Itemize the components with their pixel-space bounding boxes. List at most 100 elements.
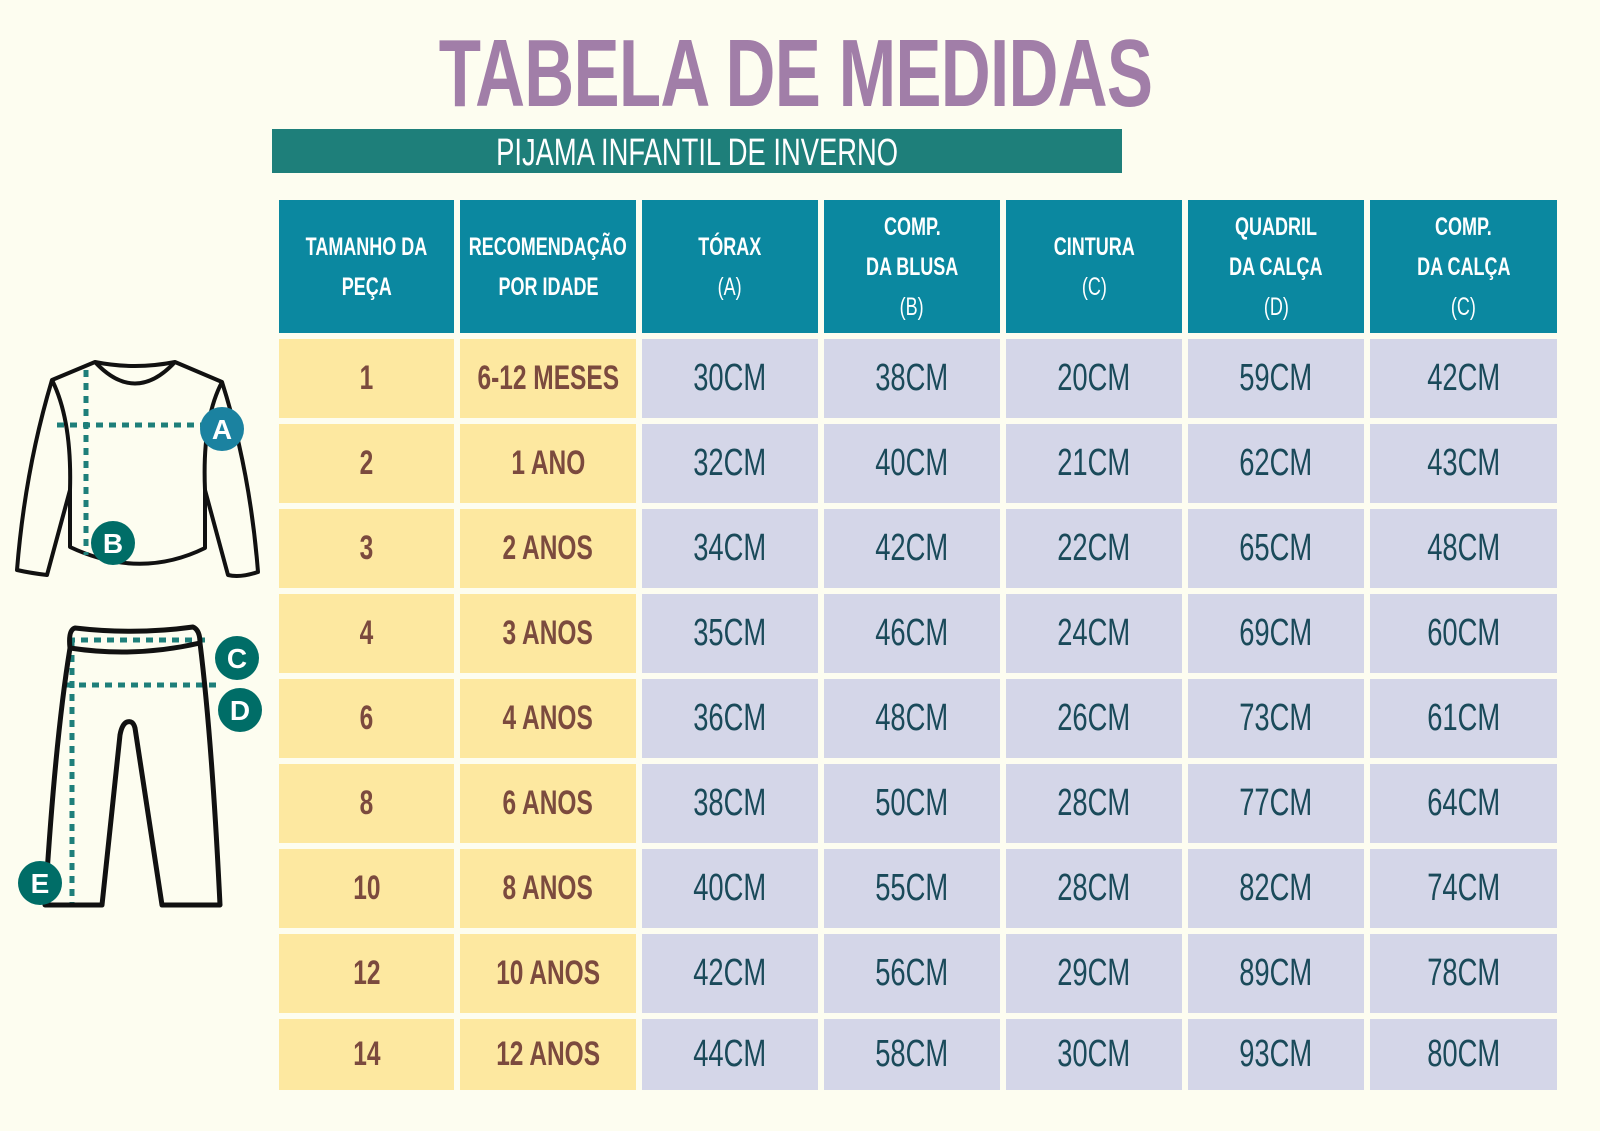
- size-cell: 10: [279, 849, 454, 928]
- cell-text: 38CM: [693, 782, 767, 824]
- measurement-cell: 78CM: [1370, 934, 1557, 1013]
- cell-text: 12: [352, 954, 381, 992]
- cell-text: 10 ANOS: [496, 954, 600, 992]
- cell-text: 42CM: [693, 952, 767, 994]
- age-cell: 3 ANOS: [460, 594, 636, 673]
- cell-text: 30CM: [1057, 1033, 1131, 1075]
- size-cell: 4: [279, 594, 454, 673]
- size-cell: 6: [279, 679, 454, 758]
- label-d-badge: D: [218, 688, 262, 732]
- measurement-cell: 36CM: [642, 679, 818, 758]
- cell-text: 93CM: [1239, 1033, 1313, 1075]
- measurement-cell: 43CM: [1370, 424, 1557, 503]
- measurement-cell: 38CM: [824, 339, 1000, 418]
- cell-text: 60CM: [1427, 612, 1500, 654]
- header-line: POR IDADE: [497, 272, 599, 301]
- measurement-cell: 38CM: [642, 764, 818, 843]
- measurement-cell: 24CM: [1006, 594, 1182, 673]
- header-line: (B): [899, 292, 924, 321]
- cell-text: 26CM: [1057, 697, 1131, 739]
- measurement-cell: 26CM: [1006, 679, 1182, 758]
- title-text: TABELA DE MEDIDAS: [438, 20, 1153, 127]
- cell-text: 2 ANOS: [502, 529, 594, 567]
- size-cell: 12: [279, 934, 454, 1013]
- measurement-cell: 64CM: [1370, 764, 1557, 843]
- measurement-cell: 20CM: [1006, 339, 1182, 418]
- header-line: (D): [1263, 292, 1289, 321]
- measurement-cell: 34CM: [642, 509, 818, 588]
- cell-text: 73CM: [1239, 697, 1313, 739]
- cell-text: 2: [359, 444, 374, 482]
- measurement-cell: 42CM: [642, 934, 818, 1013]
- measurement-cell: 61CM: [1370, 679, 1557, 758]
- age-cell: 4 ANOS: [460, 679, 636, 758]
- age-cell: 12 ANOS: [460, 1019, 636, 1090]
- cell-text: 3 ANOS: [502, 614, 594, 652]
- svg-text:D: D: [230, 695, 250, 726]
- page-title: TABELA DE MEDIDAS: [300, 22, 1153, 126]
- measurement-cell: 48CM: [824, 679, 1000, 758]
- measurement-cell: 42CM: [1370, 339, 1557, 418]
- measurement-cell: 77CM: [1188, 764, 1364, 843]
- measurement-cell: 35CM: [642, 594, 818, 673]
- size-table: TAMANHO DA PEÇA RECOMENDAÇÃO POR IDADE TÓRAX…: [279, 200, 1557, 1090]
- cell-text: 40CM: [875, 442, 949, 484]
- cell-text: 89CM: [1239, 952, 1313, 994]
- cell-text: 12 ANOS: [496, 1035, 600, 1073]
- measurement-cell: 42CM: [824, 509, 1000, 588]
- cell-text: 29CM: [1057, 952, 1131, 994]
- size-cell: 14: [279, 1019, 454, 1090]
- measurement-cell: 48CM: [1370, 509, 1557, 588]
- size-cell: 3: [279, 509, 454, 588]
- measurement-cell: 44CM: [642, 1019, 818, 1090]
- size-cell: 8: [279, 764, 454, 843]
- header-line: DA CALÇA: [1229, 252, 1323, 281]
- cell-text: 14: [352, 1035, 381, 1073]
- cell-text: 36CM: [693, 697, 767, 739]
- cell-text: 30CM: [693, 357, 767, 399]
- cell-text: 64CM: [1427, 782, 1500, 824]
- cell-text: 21CM: [1057, 442, 1131, 484]
- measurement-cell: 40CM: [824, 424, 1000, 503]
- column-header: TÓRAX (A): [642, 200, 818, 333]
- cell-text: 8 ANOS: [502, 869, 594, 907]
- age-cell: 10 ANOS: [460, 934, 636, 1013]
- subtitle-bar: PIJAMA INFANTIL DE INVERNO: [272, 129, 1122, 174]
- measurement-cell: 93CM: [1188, 1019, 1364, 1090]
- cell-text: 48CM: [875, 697, 949, 739]
- measurement-cell: 28CM: [1006, 764, 1182, 843]
- header-line: (A): [717, 272, 742, 301]
- column-header: COMP. DA BLUSA (B): [824, 200, 1000, 333]
- measurement-cell: 22CM: [1006, 509, 1182, 588]
- header-line: TÓRAX: [698, 232, 762, 261]
- measurement-cell: 56CM: [824, 934, 1000, 1013]
- cell-text: 82CM: [1239, 867, 1313, 909]
- cell-text: 22CM: [1057, 527, 1131, 569]
- shirt-icon: [15, 360, 260, 578]
- age-cell: 2 ANOS: [460, 509, 636, 588]
- header-line: PEÇA: [341, 272, 392, 301]
- column-header: QUADRIL DA CALÇA (D): [1188, 200, 1364, 333]
- cell-text: 56CM: [875, 952, 949, 994]
- cell-text: 28CM: [1057, 782, 1131, 824]
- header-line: TAMANHO DA: [305, 232, 428, 261]
- cell-text: 10: [352, 869, 381, 907]
- cell-text: 20CM: [1057, 357, 1131, 399]
- measurement-cell: 21CM: [1006, 424, 1182, 503]
- measurement-cell: 30CM: [642, 339, 818, 418]
- measurement-cell: 80CM: [1370, 1019, 1557, 1090]
- column-header: RECOMENDAÇÃO POR IDADE: [460, 200, 636, 333]
- cell-text: 4 ANOS: [502, 699, 594, 737]
- measurement-cell: 69CM: [1188, 594, 1364, 673]
- label-b-badge: B: [91, 521, 135, 565]
- svg-text:C: C: [227, 643, 247, 674]
- measurement-cell: 89CM: [1188, 934, 1364, 1013]
- cell-text: 1: [359, 359, 374, 397]
- cell-text: 1 ANO: [511, 444, 585, 482]
- cell-text: 42CM: [875, 527, 949, 569]
- cell-text: 61CM: [1427, 697, 1500, 739]
- cell-text: 62CM: [1239, 442, 1313, 484]
- svg-text:B: B: [103, 528, 123, 559]
- measurement-cell: 46CM: [824, 594, 1000, 673]
- cell-text: 8: [359, 784, 374, 822]
